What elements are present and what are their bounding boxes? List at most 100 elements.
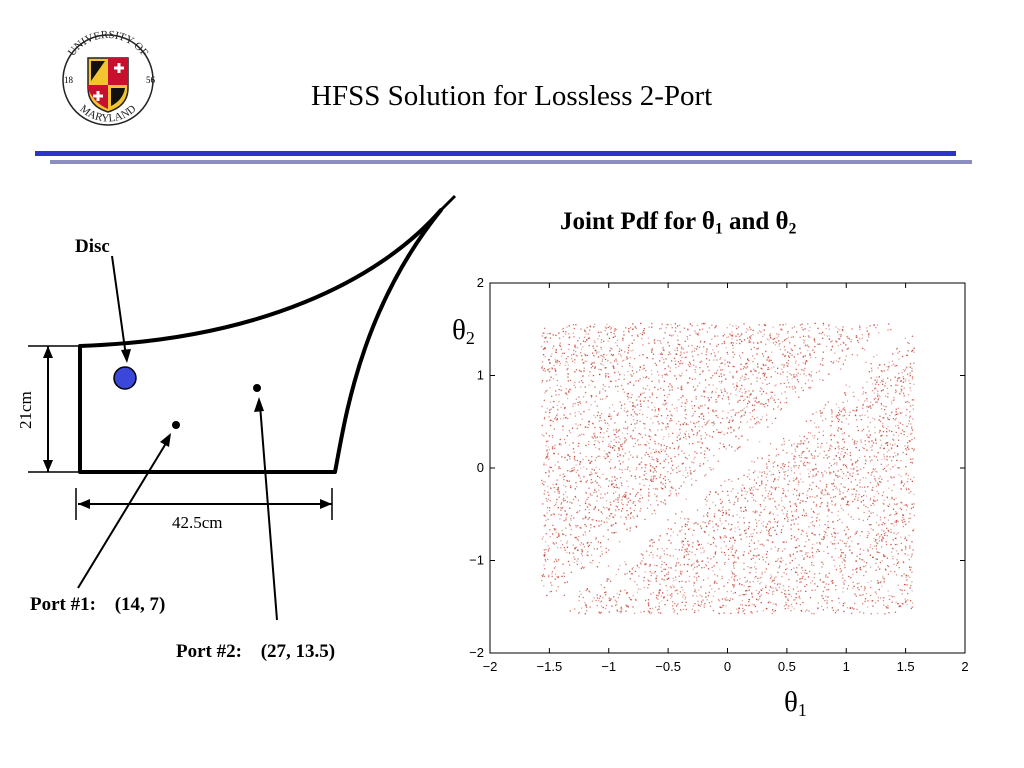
scatter-point [742, 368, 745, 370]
scatter-point [639, 498, 641, 500]
scatter-point [604, 507, 606, 509]
scatter-point [592, 374, 595, 377]
scatter-point [568, 444, 571, 446]
scatter-point [829, 462, 831, 464]
scatter-point [662, 488, 664, 490]
scatter-point [634, 423, 636, 425]
scatter-point [751, 612, 753, 614]
scatter-point [909, 363, 912, 365]
scatter-point [584, 613, 586, 615]
scatter-point [741, 435, 743, 437]
scatter-point [775, 576, 777, 578]
scatter-point [558, 443, 560, 446]
scatter-point [875, 539, 877, 541]
scatter-point [737, 333, 739, 335]
scatter-point [900, 460, 902, 462]
scatter-point [842, 557, 844, 559]
scatter-point [596, 548, 598, 550]
scatter-point [607, 340, 609, 342]
scatter-point [666, 324, 668, 326]
scatter-point [772, 342, 775, 344]
scatter-point [612, 523, 615, 526]
scatter-point [562, 533, 564, 535]
scatter-point [812, 476, 814, 478]
scatter-point [897, 435, 900, 437]
scatter-point [799, 324, 802, 326]
scatter-point [736, 370, 738, 372]
scatter-point [701, 405, 703, 407]
scatter-point [831, 511, 833, 514]
scatter-point [765, 402, 767, 405]
scatter-point [572, 405, 574, 407]
scatter-point [636, 371, 638, 373]
scatter-point [904, 589, 906, 591]
scatter-point [763, 508, 765, 511]
scatter-point [558, 534, 560, 536]
scatter-point [693, 522, 695, 525]
scatter-point [655, 449, 657, 451]
scatter-point [804, 367, 806, 370]
scatter-point [679, 375, 681, 377]
scatter-point [797, 523, 799, 525]
scatter-point [554, 368, 556, 370]
scatter-point [684, 340, 686, 342]
scatter-point [672, 601, 674, 603]
scatter-point [750, 335, 752, 337]
scatter-point [755, 396, 757, 398]
scatter-point [910, 433, 912, 435]
scatter-point [859, 535, 861, 537]
scatter-point [801, 327, 803, 329]
scatter-point [890, 329, 892, 331]
scatter-point [572, 324, 575, 326]
scatter-point [639, 400, 641, 402]
scatter-point [866, 327, 868, 329]
scatter-point [796, 445, 798, 447]
scatter-point [910, 507, 912, 510]
scatter-point [668, 385, 670, 388]
scatter-point [625, 491, 627, 494]
scatter-point [652, 353, 655, 355]
scatter-point [557, 559, 560, 561]
scatter-point [761, 475, 763, 477]
scatter-point [748, 535, 751, 538]
scatter-point [658, 379, 660, 381]
scatter-point [655, 496, 657, 498]
scatter-point [719, 369, 722, 371]
scatter-point [552, 446, 554, 448]
scatter-point [608, 599, 611, 602]
scatter-point [806, 457, 808, 459]
scatter-point [767, 357, 769, 359]
scatter-point [668, 577, 670, 579]
scatter-point [621, 499, 623, 501]
scatter-point [774, 489, 776, 491]
scatter-point [811, 532, 813, 534]
scatter-point [693, 433, 695, 436]
scatter-point [888, 430, 891, 432]
scatter-point [877, 482, 879, 484]
scatter-point [815, 463, 817, 465]
scatter-point [636, 399, 638, 401]
scatter-point [758, 401, 760, 403]
scatter-point [568, 337, 570, 339]
scatter-point [824, 600, 826, 602]
scatter-point [680, 609, 682, 611]
scatter-point [615, 428, 617, 431]
scatter-point [546, 407, 548, 410]
scatter-point [691, 551, 693, 553]
scatter-point [761, 522, 763, 524]
scatter-point [776, 560, 778, 562]
scatter-point [668, 495, 670, 497]
scatter-point [830, 444, 832, 447]
scatter-point [589, 329, 591, 331]
scatter-point [690, 478, 693, 480]
scatter-point [543, 341, 545, 343]
scatter-point [803, 451, 805, 453]
scatter-point [552, 513, 555, 515]
scatter-point [678, 562, 680, 564]
scatter-point [887, 604, 889, 607]
scatter-point [759, 390, 761, 392]
scatter-point [785, 573, 788, 575]
scatter-point [859, 325, 861, 327]
scatter-point [832, 496, 835, 498]
scatter-point [735, 497, 737, 499]
